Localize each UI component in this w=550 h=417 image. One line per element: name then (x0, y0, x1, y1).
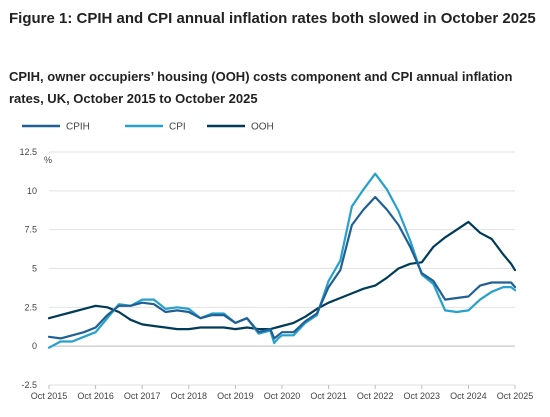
y-tick-label: 5 (32, 264, 37, 274)
y-tick-label: 7.5 (24, 225, 37, 235)
x-tick-label: Oct 2022 (357, 391, 394, 401)
series-line-cpih (47, 195, 517, 340)
series-line-ooh (47, 220, 517, 331)
chart-subtitle: CPIH, owner occupiers’ housing (OOH) cos… (9, 69, 513, 106)
y-tick-label: -2.5 (21, 380, 37, 390)
x-tick-label: Oct 2020 (264, 391, 301, 401)
x-tick-label: Oct 2016 (77, 391, 114, 401)
x-tick-label: Oct 2024 (450, 391, 487, 401)
legend-label-ooh: OOH (251, 122, 274, 133)
legend-label-cpi: CPI (169, 122, 186, 133)
x-tick-label: Oct 2015 (31, 391, 68, 401)
chart-title: Figure 1: CPIH and CPI annual inflation … (9, 10, 536, 27)
y-axis-unit-label: % (44, 155, 52, 165)
legend-label-cpih: CPIH (66, 122, 90, 133)
x-tick-label: Oct 2017 (124, 391, 161, 401)
y-tick-label: 12.5 (19, 147, 37, 157)
x-tick-label: Oct 2023 (404, 391, 441, 401)
x-tick-label: Oct 2019 (217, 391, 254, 401)
x-tick-label: Oct 2021 (310, 391, 347, 401)
y-tick-label: 10 (27, 186, 37, 196)
x-tick-label: Oct 2018 (171, 391, 208, 401)
y-tick-label: 2.5 (24, 302, 37, 312)
y-tick-label: 0 (32, 341, 37, 351)
x-tick-label: Oct 2025 (497, 391, 534, 401)
series-line-cpi (47, 172, 517, 349)
